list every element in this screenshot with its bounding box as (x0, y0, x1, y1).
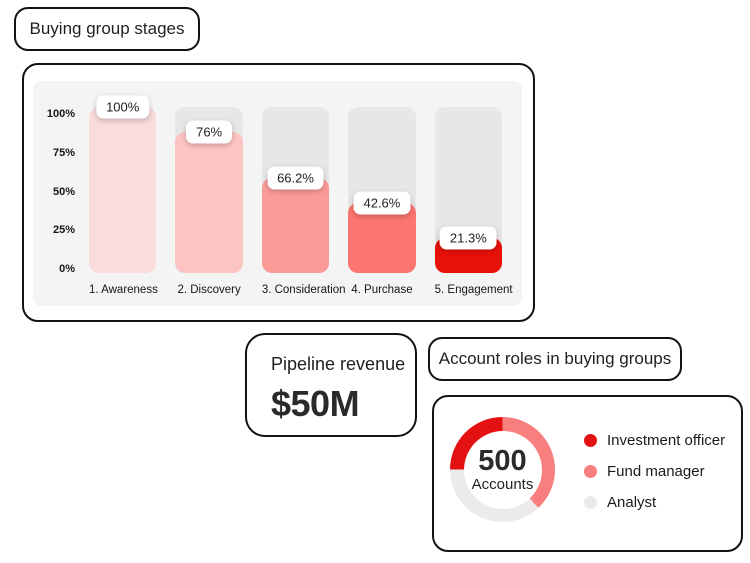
y-axis-tick-label: 100% (46, 108, 75, 120)
bar-group: 100% 1. Awareness 76% 2. Discovery 66.2% 3. C… (89, 95, 513, 296)
x-axis-category-label: 1. Awareness (89, 284, 158, 296)
bar-track: 66.2% (261, 107, 330, 273)
legend-item: Fund manager (584, 461, 725, 482)
bar-value-pill: 42.6% (353, 191, 411, 215)
legend-label: Investment officer (607, 432, 726, 449)
bar-fill (348, 203, 416, 273)
donut-chart: 500 Accounts (450, 417, 555, 522)
legend-item: Analyst (584, 492, 725, 513)
funnel-chart-plot-area: 100% 75% 50% 25% 0% 100% 1. Awareness 76% 2. Di… (33, 81, 522, 306)
bar-track: 100% (89, 95, 157, 273)
kpi-label: Pipeline revenue (271, 354, 406, 374)
bar-value-pill: 100% (96, 95, 150, 119)
donut-legend: Investment officer Fund manager Analyst (584, 430, 725, 513)
bar-cell: 66.2% 3. Consideration (261, 107, 346, 296)
kpi-value: $50M (271, 383, 360, 424)
bar-value-pill: 21.3% (439, 226, 497, 250)
bar-track: 21.3% (434, 107, 503, 273)
donut-center-value: 500 (478, 445, 527, 477)
bar-cell: 42.6% 4. Purchase (348, 107, 416, 296)
bar-cell: 76% 2. Discovery (175, 107, 243, 296)
funnel-chart-card: 100% 75% 50% 25% 0% 100% 1. Awareness 76% 2. Di… (22, 63, 535, 322)
bar-track: 42.6% (348, 107, 416, 273)
legend-label: Analyst (607, 494, 657, 511)
y-axis-tick-label: 0% (59, 263, 75, 275)
y-axis-tick-label: 75% (52, 146, 75, 159)
funnel-chart-title: Buying group stages (29, 19, 185, 38)
bar-cell: 21.3% 5. Engagement (434, 107, 513, 296)
x-axis-category-label: 2. Discovery (177, 284, 241, 296)
legend-dot-icon (584, 434, 597, 447)
funnel-chart-title-pill: Buying group stages (14, 7, 200, 51)
bar-value-pill: 66.2% (267, 166, 324, 190)
donut-center: 500 Accounts (463, 430, 542, 509)
bar-fill (175, 131, 243, 273)
bar-value-pill: 76% (186, 120, 233, 144)
bar-cell: 100% 1. Awareness (89, 95, 158, 296)
y-axis-tick-label: 50% (52, 185, 75, 198)
roles-chart-title-pill: Account roles in buying groups (428, 337, 682, 381)
y-axis-ticks: 100% 75% 50% 25% 0% (33, 108, 75, 275)
legend-item: Investment officer (584, 430, 725, 451)
x-axis-category-label: 3. Consideration (261, 284, 346, 296)
bar-track: 76% (175, 107, 243, 273)
x-axis-category-label: 4. Purchase (351, 284, 413, 296)
x-axis-category-label: 5. Engagement (434, 284, 513, 296)
legend-dot-icon (584, 465, 597, 478)
roles-chart-card: 500 Accounts Investment officer Fund mana… (432, 395, 743, 552)
legend-dot-icon (584, 496, 597, 509)
y-axis-tick-label: 25% (52, 224, 75, 237)
legend-label: Fund manager (607, 463, 705, 480)
pipeline-revenue-card: Pipeline revenue $50M (245, 333, 417, 437)
bar-fill (89, 107, 157, 273)
roles-chart-title: Account roles in buying groups (438, 349, 672, 368)
donut-center-label: Accounts (471, 476, 534, 493)
bar-fill (261, 178, 330, 273)
